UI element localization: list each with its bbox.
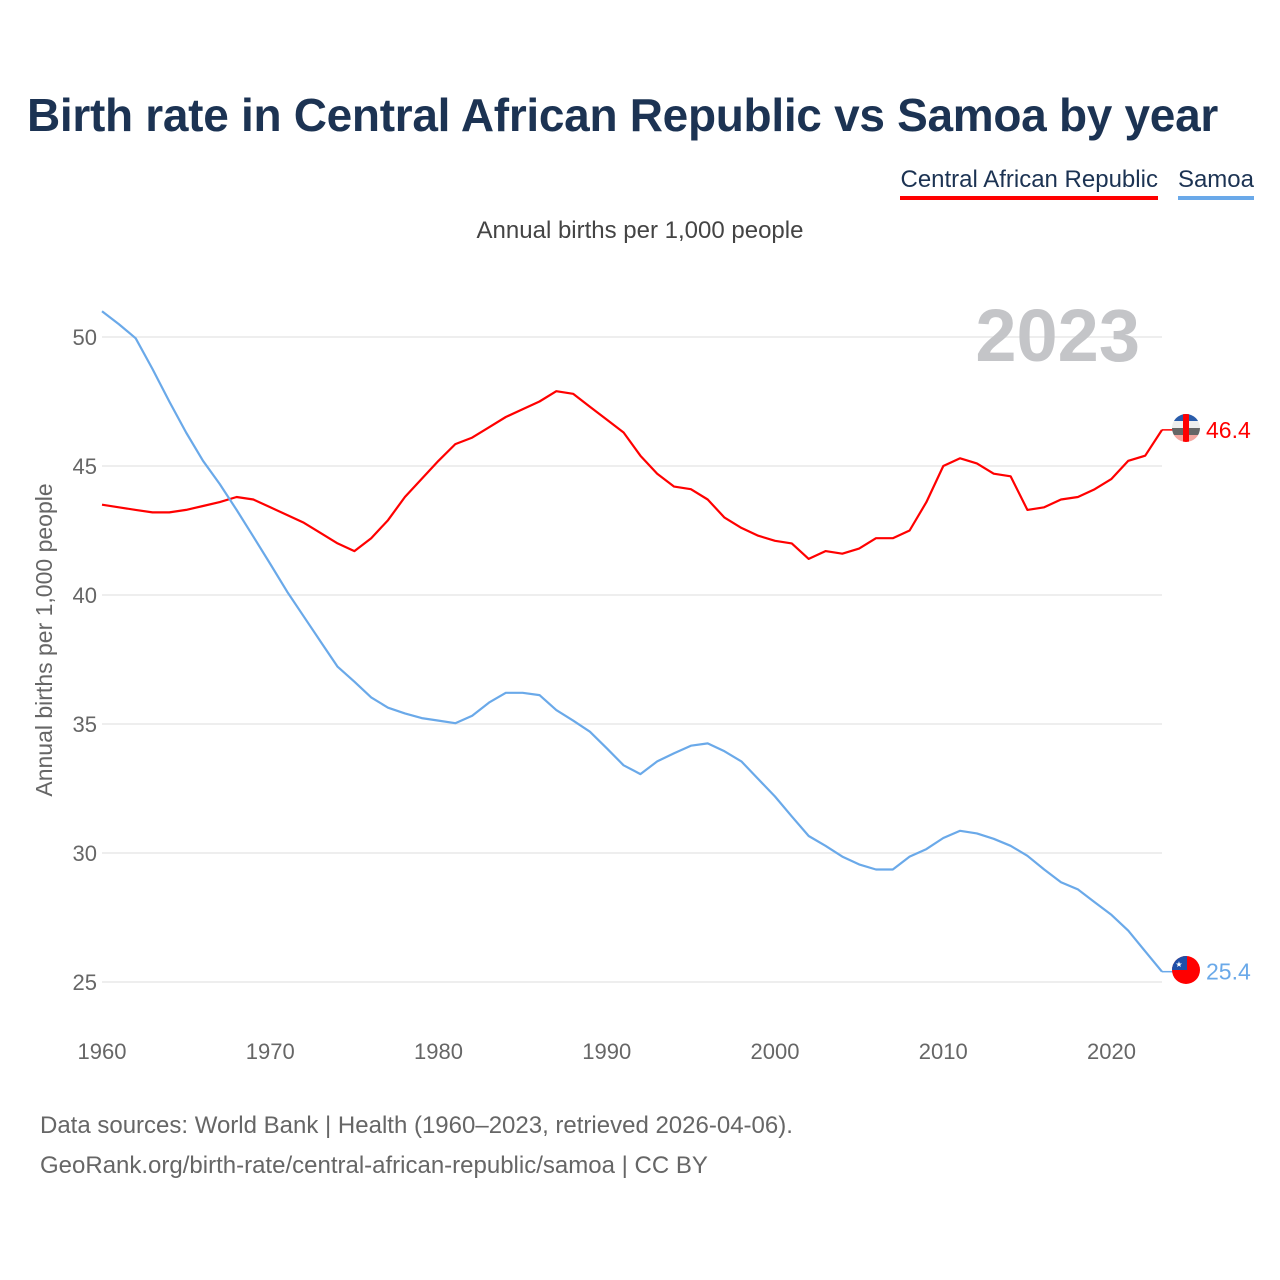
series-car: 46.4 — [101, 390, 1251, 561]
y-axis-label: Annual births per 1,000 people — [31, 483, 57, 796]
end-value-label: 46.4 — [1206, 417, 1251, 443]
data-source-text: Data sources: World Bank | Health (1960–… — [40, 1112, 793, 1139]
y-tick-label: 50 — [73, 325, 97, 350]
series-samoa: 25.4 — [101, 310, 1251, 985]
svg-text:★: ★ — [1175, 960, 1182, 969]
end-value-label: 25.4 — [1206, 959, 1251, 985]
y-tick-label: 25 — [73, 970, 97, 995]
legend-item-car[interactable]: Central African Republic — [900, 166, 1158, 200]
chart-subtitle: Annual births per 1,000 people — [476, 217, 804, 244]
series-line — [101, 390, 1163, 561]
legend: Central African Republic Samoa — [900, 166, 1254, 200]
samoa-flag-icon: ★ — [1172, 956, 1200, 984]
x-tick-label: 2000 — [751, 1039, 800, 1064]
car-flag-icon — [1172, 414, 1200, 442]
x-tick-label: 2010 — [919, 1039, 968, 1064]
chart-title: Birth rate in Central African Republic v… — [27, 89, 1218, 141]
footer: Data sources: World Bank | Health (1960–… — [40, 1106, 793, 1186]
y-tick-label: 40 — [73, 583, 97, 608]
series-line — [101, 310, 1163, 973]
y-tick-label: 45 — [73, 454, 97, 479]
source-url-link[interactable]: GeoRank.org/birth-rate/central-african-r… — [40, 1152, 708, 1179]
y-tick-label: 30 — [73, 841, 97, 866]
legend-item-samoa[interactable]: Samoa — [1177, 166, 1254, 200]
x-tick-label: 1980 — [414, 1039, 463, 1064]
x-tick-label: 1990 — [582, 1039, 631, 1064]
x-tick-label: 1970 — [246, 1039, 295, 1064]
x-tick-label: 1960 — [78, 1039, 127, 1064]
year-watermark: 2023 — [975, 294, 1140, 377]
y-tick-label: 35 — [73, 712, 97, 737]
x-tick-label: 2020 — [1087, 1039, 1136, 1064]
